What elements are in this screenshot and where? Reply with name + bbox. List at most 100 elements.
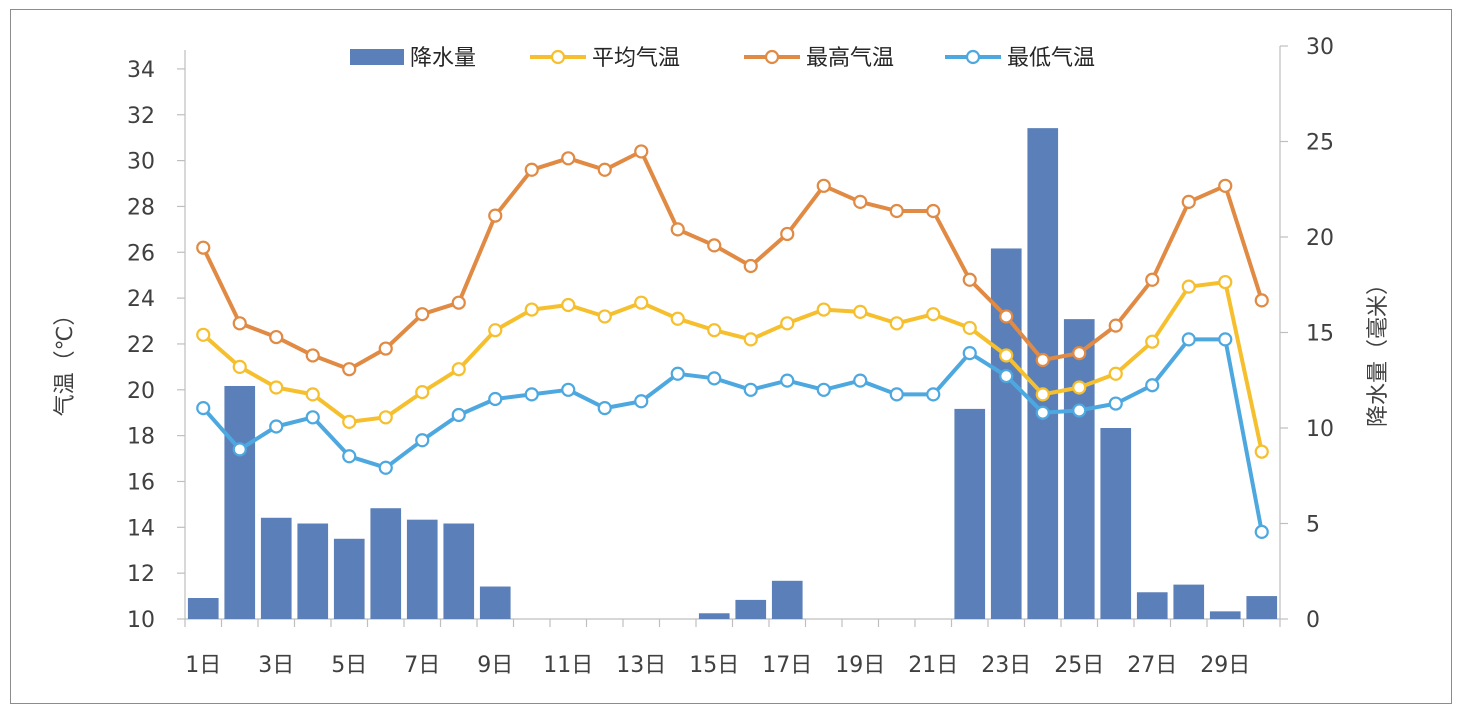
series-point: [524, 387, 539, 402]
series-point: [342, 362, 357, 377]
series-point: [853, 373, 868, 388]
x-tick-label: 9日: [477, 653, 513, 678]
series-point: [816, 382, 831, 397]
series-point: [597, 309, 612, 324]
series-point: [634, 394, 649, 409]
precip-bar: [1173, 584, 1205, 619]
x-tick-label: 25日: [1054, 653, 1104, 678]
series-point: [926, 203, 941, 219]
y-left-tick-label: 14: [127, 516, 155, 541]
series-point: [962, 272, 977, 287]
series-point: [889, 203, 904, 219]
y-right-tick-label: 30: [1306, 35, 1334, 60]
series-point: [634, 295, 649, 310]
x-tick-label: 27日: [1127, 653, 1177, 678]
series-point: [707, 323, 722, 338]
series-point: [780, 226, 795, 242]
series-point: [269, 419, 284, 434]
series-point: [524, 162, 539, 177]
series-point: [1181, 194, 1196, 209]
series-point: [1072, 346, 1087, 361]
series-point: [1181, 279, 1196, 294]
series-point: [962, 320, 977, 336]
series-point: [999, 309, 1014, 324]
series-point: [561, 151, 576, 166]
series-point: [1145, 334, 1160, 349]
x-tick-label: 15日: [689, 653, 739, 678]
precip-bar: [954, 408, 986, 619]
series-point: [1254, 444, 1269, 459]
series-point: [743, 382, 758, 397]
y-left-tick-label: 26: [127, 241, 155, 266]
series-point: [597, 401, 612, 416]
y-left-tick-label: 18: [127, 425, 155, 450]
precip-bar: [1246, 596, 1278, 619]
series-point: [196, 240, 211, 255]
series-point: [743, 258, 758, 274]
series-point: [415, 433, 430, 448]
y-right-axis-title: 降水量（毫米）: [1366, 273, 1391, 427]
series-point: [196, 401, 211, 416]
precip-bars: [187, 128, 1278, 619]
legend-label: 最低气温: [1007, 46, 1095, 71]
series-point: [451, 362, 466, 377]
x-tick-label: 1日: [185, 653, 221, 678]
series-point: [305, 387, 320, 402]
series-point: [999, 368, 1014, 384]
series-point: [415, 307, 430, 322]
series-point: [1035, 352, 1050, 368]
series-point: [670, 366, 685, 381]
y-left-tick-labels: 10 12 14 16 18 20 22 24 26 28 30 32 34: [127, 58, 155, 633]
series-point: [488, 208, 503, 223]
precip-bar: [406, 519, 438, 619]
x-tick-label: 3日: [258, 653, 294, 678]
series-point: [1145, 378, 1160, 393]
series-point: [1035, 387, 1050, 402]
x-tick-label: 29日: [1200, 653, 1250, 678]
precip-bar: [1063, 319, 1095, 619]
series-point: [378, 341, 393, 356]
y-left-tick-label: 30: [127, 150, 155, 175]
series-point: [269, 329, 284, 345]
series-point: [305, 348, 320, 363]
y-left-axis-title: 气温（℃）: [53, 304, 78, 417]
x-tick-label: 21日: [908, 653, 958, 678]
legend-swatch-marker: [550, 49, 566, 65]
series-point: [707, 238, 722, 253]
series-point: [889, 387, 904, 402]
y-right-tick-label: 20: [1306, 226, 1334, 251]
x-tick-label: 23日: [981, 653, 1031, 678]
series-point: [561, 297, 576, 313]
series-point: [561, 382, 576, 397]
series-point: [1218, 274, 1233, 290]
precip-bar: [479, 586, 511, 619]
series-point: [816, 302, 831, 317]
precip-bar: [443, 523, 475, 619]
series-point: [488, 323, 503, 338]
series-point: [488, 391, 503, 407]
series-point: [1108, 396, 1123, 411]
precip-bar: [187, 597, 219, 619]
y-left-tick-label: 24: [127, 287, 155, 312]
series-point: [232, 442, 247, 457]
series-line: [201, 280, 1264, 453]
precip-bar: [333, 538, 365, 619]
legend-label: 最高气温: [806, 46, 894, 71]
axes: [177, 45, 1288, 627]
y-right-tick-labels: 0 5 10 15 20 25 30: [1306, 35, 1334, 633]
y-right-tick-label: 5: [1306, 513, 1320, 538]
series-point: [196, 327, 211, 342]
x-tick-label: 11日: [543, 653, 593, 678]
legend: 降水量 平均气温 最高气温 最低气温: [350, 46, 1095, 71]
series-point: [1108, 318, 1123, 333]
x-tick-labels: 1日 3日 5日 7日 9日 11日 13日 15日 17日 19日 21日 23日 25日 27日 29日: [185, 653, 1250, 678]
y-left-tick-label: 22: [127, 333, 155, 358]
legend-label: 降水量: [410, 46, 476, 71]
legend-label: 平均气温: [592, 46, 680, 71]
series-point: [1108, 366, 1123, 381]
series-point: [342, 449, 357, 464]
y-left-tick-label: 10: [127, 608, 155, 633]
series-point: [853, 194, 868, 209]
legend-swatch-bar: [350, 49, 404, 65]
series-point: [780, 316, 795, 331]
